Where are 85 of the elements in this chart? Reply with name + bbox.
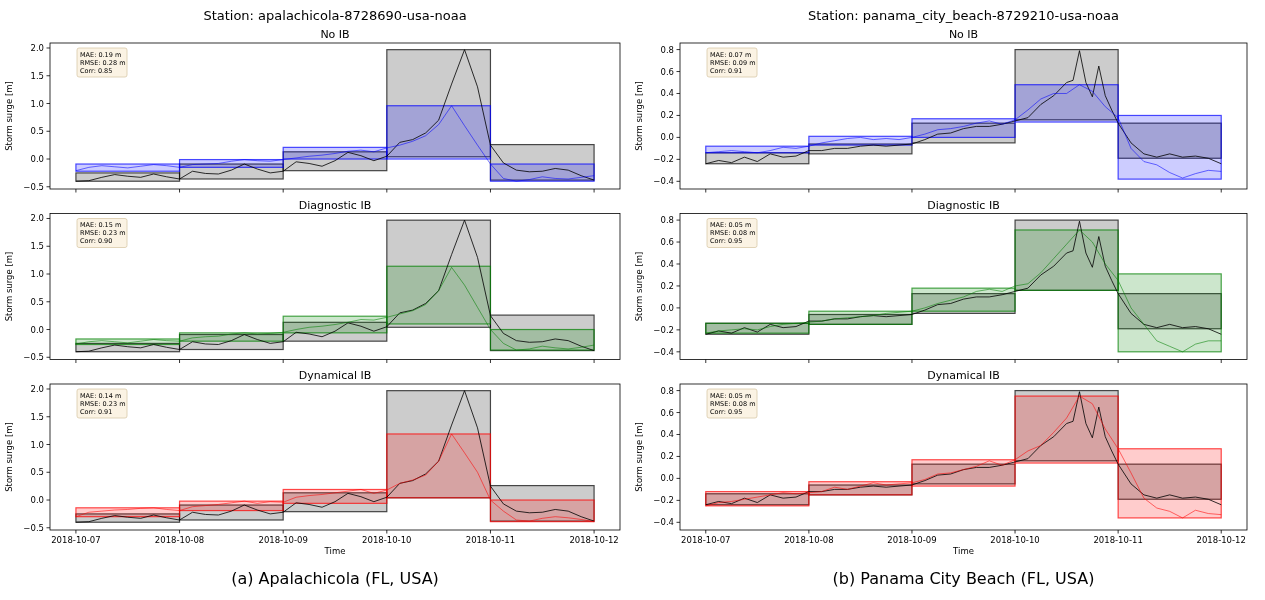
x-tick-label: 2018-10-12: [569, 535, 619, 545]
y-tick-label: 0.4: [660, 259, 674, 269]
y-tick-label: −0.2: [653, 495, 674, 506]
y-axis-title: Storm surge [m]: [634, 81, 644, 151]
line-series: [705, 50, 1222, 165]
y-tick-label: 1.0: [30, 269, 44, 280]
x-tick-label: 2018-10-09: [887, 535, 937, 545]
y-tick-label: 0.4: [660, 429, 674, 440]
y-tick-label: 0.4: [660, 88, 674, 99]
line-series: [75, 49, 595, 182]
x-tick-label: 2018-10-08: [154, 535, 205, 545]
y-tick-label: 1.5: [30, 411, 44, 422]
y-tick-label: 0.5: [30, 467, 44, 478]
chart-title: Diagnostic IB: [927, 198, 1000, 212]
chart-title: Diagnostic IB: [298, 198, 372, 212]
bar: [1117, 448, 1222, 519]
bar: [489, 163, 595, 182]
x-tick-label: 2018-10-11: [1093, 535, 1143, 545]
y-tick-label: −0.5: [23, 181, 44, 192]
x-tick-label: 2018-10-10: [362, 535, 412, 545]
y-tick-label: 1.0: [30, 98, 44, 109]
chart-title: Dynamical IB: [927, 369, 1000, 382]
y-tick-label: 2.0: [30, 213, 44, 224]
y-tick-label: 2.0: [30, 43, 44, 53]
y-tick-label: 0.6: [660, 66, 674, 77]
y-tick-label: 0.5: [30, 126, 44, 137]
text: (a) Apalachicola (FL, USA): [231, 569, 439, 588]
y-tick-label: 0.8: [660, 385, 674, 396]
y-tick-label: −0.4: [653, 517, 674, 528]
chart-subtitle: No IB: [948, 28, 979, 41]
bar: [386, 265, 492, 325]
x-tick-label: 2018-10-12: [1196, 535, 1246, 545]
bar: [386, 433, 492, 499]
y-tick-label: 0.8: [660, 215, 674, 226]
y-tick-label: −0.2: [653, 324, 674, 335]
y-axis-title: Storm surge [m]: [4, 251, 14, 322]
y-tick-label: 0.0: [30, 495, 44, 506]
bar: [1117, 273, 1222, 353]
y-tick-label: −0.5: [23, 352, 44, 363]
y-tick-label: 0.0: [660, 473, 674, 484]
x-tick-label: 2018-10-07: [51, 535, 101, 545]
bar: [75, 172, 181, 182]
line-series: [75, 219, 595, 353]
y-tick-label: 0.0: [30, 324, 44, 335]
y-tick-label: 0.0: [660, 302, 674, 313]
y-tick-label: 0.2: [660, 451, 674, 462]
line-series: [705, 220, 1222, 335]
y-tick-label: −0.4: [653, 176, 674, 187]
chart-title: Dynamical IB: [298, 369, 372, 382]
y-axis-title: Storm surge [m]: [634, 422, 644, 492]
x-axis-title: Time: [323, 546, 346, 556]
y-axis-title: Storm surge [m]: [4, 81, 14, 151]
x-tick-label: 2018-10-08: [784, 535, 834, 545]
y-tick-label: −0.5: [23, 522, 44, 533]
bar: [1117, 114, 1222, 180]
y-tick-label: 1.5: [30, 241, 44, 252]
bar: [1014, 84, 1119, 123]
y-tick-label: −0.4: [653, 346, 674, 357]
bar: [911, 287, 1016, 312]
chart-subtitle: No IB: [320, 28, 350, 41]
bar: [386, 105, 492, 160]
x-tick-label: 2018-10-11: [465, 535, 516, 545]
y-tick-label: 0.0: [660, 132, 674, 143]
bar: [75, 163, 181, 172]
y-tick-label: 0.0: [30, 154, 44, 165]
chart-title: Station: apalachicola-8728690-usa-noaa: [203, 8, 467, 23]
y-tick-label: 0.5: [30, 296, 44, 307]
y-tick-label: 0.6: [660, 237, 674, 248]
y-tick-label: 0.2: [660, 110, 674, 121]
y-tick-label: 0.2: [660, 280, 674, 291]
x-tick-label: 2018-10-07: [681, 535, 731, 545]
y-axis-title: Storm surge [m]: [4, 422, 14, 492]
y-tick-label: 2.0: [30, 384, 44, 394]
x-tick-label: 2018-10-10: [990, 535, 1040, 545]
x-axis-title: Time: [952, 546, 974, 556]
chart-title: Station: panama_city_beach-8729210-usa-noaa: [807, 8, 1120, 23]
y-tick-label: 0.6: [660, 407, 674, 418]
line-series: [75, 390, 595, 523]
y-tick-label: −0.2: [653, 154, 674, 165]
y-tick-label: 1.0: [30, 439, 44, 450]
x-tick-label: 2018-10-09: [258, 535, 308, 545]
y-tick-label: 0.8: [660, 44, 674, 55]
y-axis-title: Storm surge [m]: [634, 251, 644, 322]
y-tick-label: 1.5: [30, 70, 44, 81]
text: (b) Panama City Beach (FL, USA): [832, 569, 1095, 588]
